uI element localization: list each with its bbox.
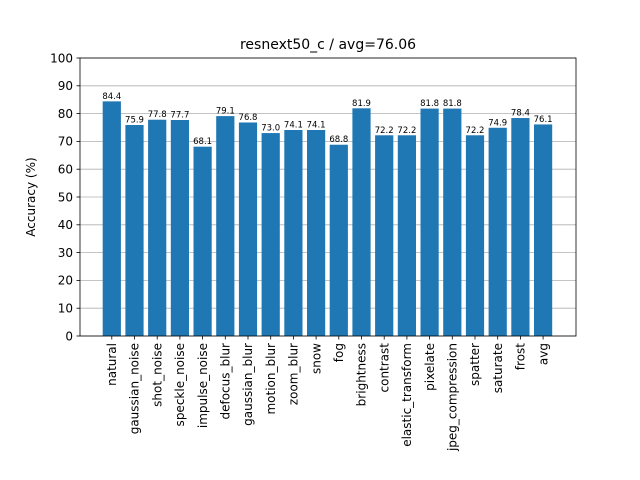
bars	[102, 101, 553, 337]
y-axis-ticks: 0 10 20 30 40 50 60 70 80 90 100	[50, 51, 80, 343]
x-tick-label: frost	[514, 343, 528, 370]
bar-value-label: 72.2	[466, 126, 485, 136]
bar	[352, 108, 371, 337]
y-tick-label: 0	[65, 329, 73, 343]
x-tick-label: saturate	[491, 343, 505, 393]
y-axis-label: Accuracy (%)	[24, 157, 38, 236]
bar-value-label: 72.2	[375, 126, 394, 136]
bar-value-label: 84.4	[102, 92, 121, 102]
bar-value-label: 81.8	[420, 99, 439, 109]
x-tick-label: avg	[536, 343, 550, 365]
y-tick-label: 80	[58, 107, 73, 121]
x-tick-label: gaussian_noise	[128, 343, 142, 434]
bar-value-label: 72.2	[397, 126, 416, 136]
bar	[238, 122, 258, 336]
x-tick-label: motion_blur	[264, 343, 278, 415]
x-tick-label: jpeg_compression	[446, 343, 460, 452]
y-tick-label: 30	[58, 246, 73, 260]
x-tick-label: natural	[105, 343, 119, 386]
y-tick-label: 90	[58, 79, 73, 93]
bar	[329, 144, 348, 336]
data-labels: 84.4 75.9 77.8 77.7 68.1 79.1 76.873.0 74.1 74.1…	[102, 92, 552, 147]
x-tick-label: shot_noise	[150, 343, 164, 407]
bar-value-label: 74.1	[284, 121, 303, 131]
x-tick-label: spatter	[468, 343, 482, 386]
bar	[148, 119, 167, 336]
bar-value-label: 68.1	[193, 137, 212, 147]
bar-value-label: 73.0	[261, 124, 280, 134]
x-tick-label: pixelate	[423, 343, 437, 391]
bar	[420, 108, 439, 336]
bar-value-label: 76.8	[239, 113, 258, 123]
y-tick-label: 40	[58, 218, 73, 232]
bar	[465, 135, 485, 336]
bar	[307, 130, 326, 336]
bar	[511, 118, 530, 336]
bar	[125, 124, 144, 336]
bar	[170, 119, 189, 336]
bar	[534, 124, 553, 336]
bar-value-label: 81.9	[352, 99, 371, 109]
x-tick-label: contrast	[377, 343, 391, 393]
y-tick-label: 50	[58, 190, 73, 204]
x-tick-label: defocus_blur	[219, 343, 233, 420]
bar-value-label: 68.8	[329, 135, 348, 145]
y-tick-label: 70	[58, 135, 73, 149]
bar	[102, 101, 121, 336]
bar-value-label: 79.1	[216, 107, 235, 117]
y-tick-label: 20	[58, 274, 73, 288]
chart-title: resnext50_c / avg=76.06	[240, 37, 416, 53]
x-tick-label: speckle_noise	[173, 343, 187, 426]
y-tick-label: 100	[50, 51, 73, 65]
bar-value-label: 76.1	[534, 115, 553, 125]
bar-value-label: 74.1	[307, 121, 326, 131]
bar	[193, 146, 212, 336]
bar	[443, 108, 462, 336]
bar	[216, 116, 235, 337]
y-tick-label: 10	[58, 302, 73, 316]
bar-value-label: 78.4	[511, 109, 530, 119]
x-tick-label: elastic_transform	[400, 343, 414, 447]
bar	[375, 135, 394, 336]
bar	[488, 127, 507, 336]
x-tick-label: brightness	[355, 343, 369, 406]
bar-value-label: 77.7	[170, 110, 189, 120]
bar-value-label: 81.8	[443, 99, 462, 109]
bar-value-label: 74.9	[488, 118, 507, 128]
x-axis-ticks: natural gaussian_noise shot_noise speckle_n…	[105, 336, 550, 452]
y-tick-label: 60	[58, 163, 73, 177]
x-tick-label: gaussian_blur	[241, 343, 255, 426]
x-tick-label: fog	[332, 343, 346, 362]
x-tick-label: zoom_blur	[287, 343, 301, 405]
bar-value-label: 75.9	[125, 115, 144, 125]
bar-value-label: 77.8	[148, 110, 167, 120]
bar	[261, 133, 280, 336]
bar	[397, 135, 416, 336]
x-tick-label: snow	[309, 343, 323, 374]
bar	[284, 130, 303, 336]
x-tick-label: impulse_noise	[196, 343, 210, 428]
